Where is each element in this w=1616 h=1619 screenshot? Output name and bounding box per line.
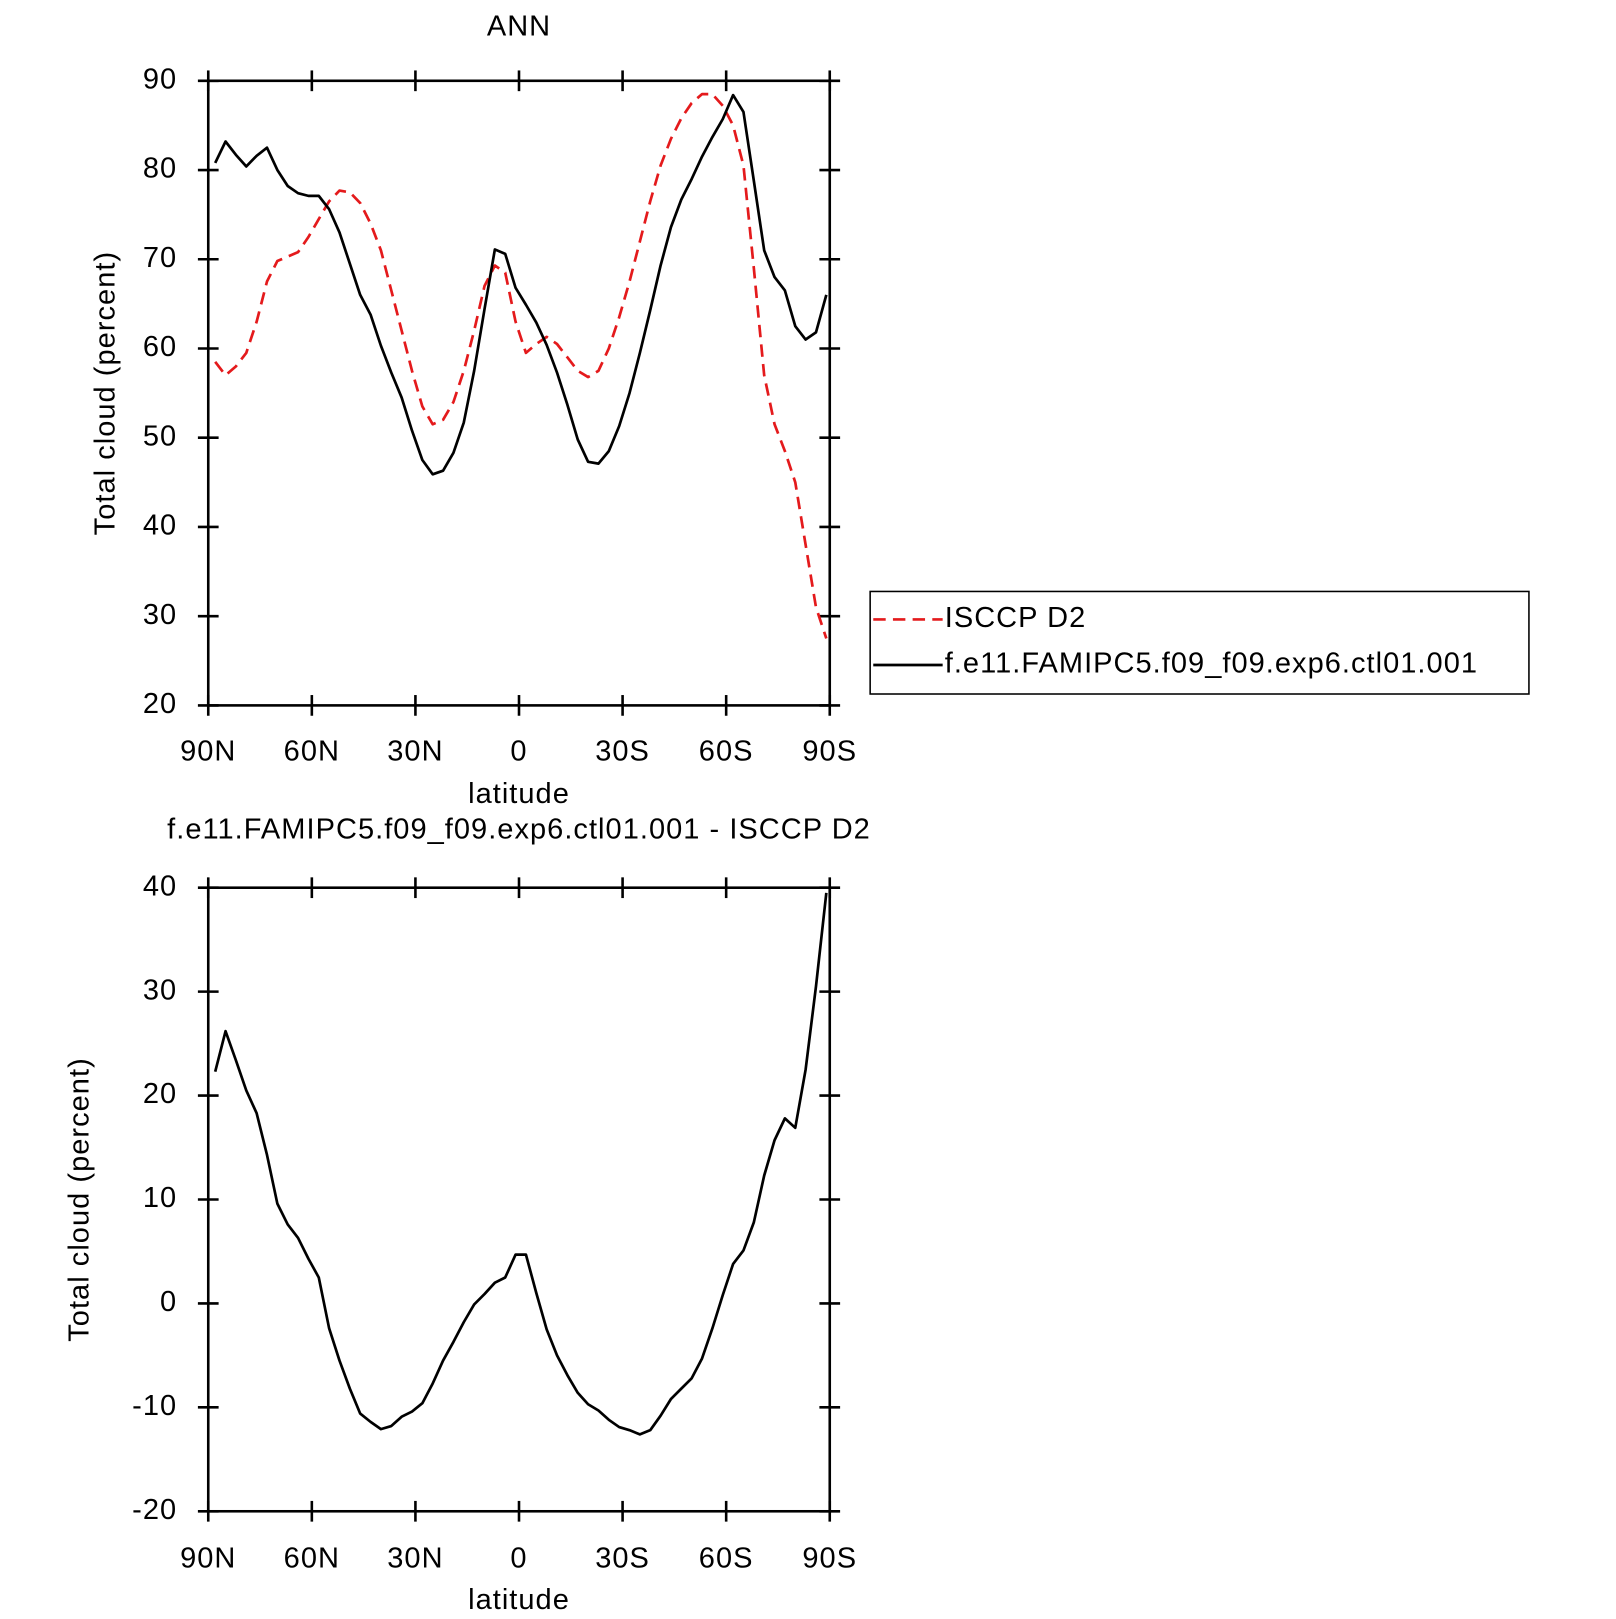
x-tick-label: 60S [699,1543,754,1575]
chart-title: ANN [487,11,551,43]
chart-title: f.e11.FAMIPC5.f09_f09.exp6.ctl01.001 - I… [167,813,871,845]
legend-box [869,590,1530,695]
x-tick-label: 60N [284,1543,340,1575]
y-axis-label: Total cloud (percent) [89,251,121,536]
y-tick-label: 30 [143,974,177,1006]
x-tick-label: 0 [510,736,527,768]
x-tick-label: 60N [284,736,340,768]
x-axis-label: latitude [468,1584,570,1616]
y-tick-label: 30 [143,599,177,631]
x-tick-label: 30S [595,1543,650,1575]
x-tick-label: 60S [699,736,754,768]
y-tick-label: 40 [143,870,177,902]
y-tick-label: 70 [143,242,177,274]
y-tick-label: 80 [143,153,177,185]
x-tick-label: 0 [510,1543,527,1575]
x-axis-label: latitude [468,778,570,810]
y-tick-label: -10 [132,1390,177,1422]
plot-frame [206,886,832,1513]
x-tick-label: 30N [387,1543,443,1575]
y-tick-label: -20 [132,1494,177,1526]
x-tick-label: 90N [180,1543,236,1575]
y-tick-label: 20 [143,1078,177,1110]
x-tick-label: 30S [595,736,650,768]
x-tick-label: 90S [802,1543,857,1575]
y-tick-label: 50 [143,420,177,452]
line-series [214,92,828,639]
x-tick-label: 90S [802,736,857,768]
y-tick-label: 10 [143,1182,177,1214]
y-tick-label: 0 [160,1286,177,1318]
line-series [213,93,828,476]
plot-frame [206,79,832,707]
legend-label: ISCCP D2 [945,602,1087,634]
y-tick-label: 60 [143,331,177,363]
y-axis-label: Total cloud (percent) [64,1057,96,1342]
y-tick-label: 20 [143,688,177,720]
x-tick-label: 90N [180,736,236,768]
legend-label: f.e11.FAMIPC5.f09_f09.exp6.ctl01.001 [945,648,1478,680]
y-tick-label: 90 [143,63,177,95]
y-tick-label: 40 [143,510,177,542]
x-tick-label: 30N [387,736,443,768]
line-series [213,892,828,1436]
